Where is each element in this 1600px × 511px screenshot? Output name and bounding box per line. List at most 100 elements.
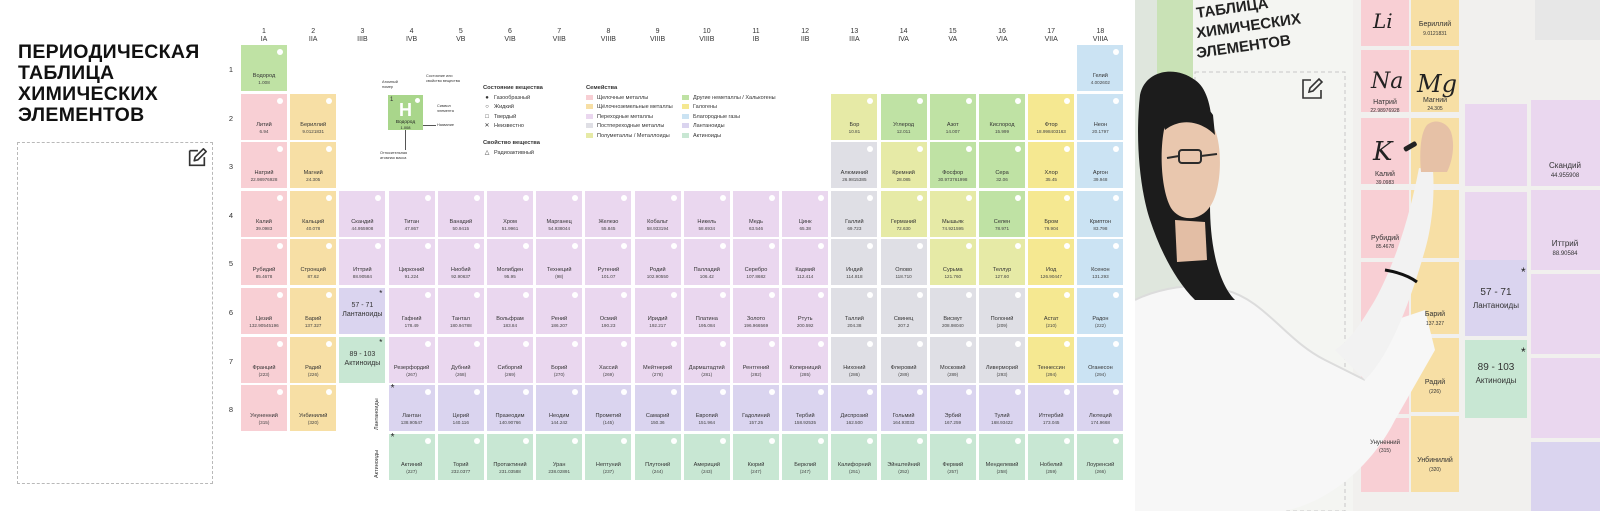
element-cell[interactable]: Унуненний (315) — [241, 385, 287, 432]
element-cell[interactable]: Уран 238.02891 — [536, 433, 583, 480]
element-cell[interactable]: Цезий 132.90545196 — [241, 288, 287, 334]
element-cell[interactable]: Кремний 28.085 — [880, 142, 927, 189]
element-cell[interactable]: Гелий 4.002602 — [1077, 45, 1124, 91]
element-cell[interactable]: Тулий 168.93422 — [979, 385, 1025, 432]
element-cell[interactable]: Осмий 190.23 — [585, 288, 632, 334]
element-cell[interactable]: Олово 118.710 — [880, 239, 927, 286]
element-cell[interactable]: Индий 114.818 — [831, 239, 878, 286]
element-cell[interactable]: Алюминий 26.9815385 — [831, 142, 878, 189]
element-cell[interactable]: Хлор 35.45 — [1028, 142, 1075, 189]
element-cell[interactable]: Берклий (247) — [782, 433, 829, 480]
element-cell[interactable]: Иттрий 88.90584 — [339, 239, 386, 286]
element-cell[interactable]: Ксенон 131.293 — [1077, 239, 1124, 286]
element-cell[interactable]: Цинк 65.38 — [782, 190, 829, 237]
element-cell[interactable]: Кадмий 112.414 — [782, 239, 829, 286]
element-cell[interactable]: Мышьяк 74.921595 — [929, 190, 976, 237]
element-cell[interactable]: Бор 10.81 — [831, 93, 878, 140]
element-cell[interactable]: Ливерморий (293) — [979, 336, 1025, 383]
element-cell[interactable]: Фтор 18.998403163 — [1028, 93, 1075, 140]
element-cell[interactable]: Иод 126.90447 — [1028, 239, 1075, 286]
element-cell[interactable]: Натрий 22.98976928 — [241, 142, 287, 189]
element-cell[interactable]: Нобелий (259) — [1028, 433, 1075, 480]
element-cell[interactable]: Кюрий (247) — [733, 433, 779, 480]
element-cell[interactable]: Эйнштейний (252) — [880, 433, 927, 480]
element-cell[interactable]: Рентгений (282) — [733, 336, 779, 383]
element-cell[interactable]: Германий 72.630 — [880, 190, 927, 237]
element-cell[interactable]: Криптон 83.798 — [1077, 190, 1124, 237]
element-cell[interactable]: Теннессин (294) — [1028, 336, 1075, 383]
element-cell[interactable]: Радон (222) — [1077, 288, 1124, 334]
element-cell[interactable]: Свинец 207.2 — [880, 288, 927, 334]
element-cell[interactable]: Гафний 178.49 — [388, 288, 435, 334]
element-cell[interactable]: Гадолиний 157.25 — [733, 385, 779, 432]
element-cell[interactable]: Фермий (257) — [929, 433, 976, 480]
element-cell[interactable]: Торий 232.0377 — [437, 433, 484, 480]
element-cell[interactable]: Рубидий 85.4678 — [241, 239, 287, 286]
element-cell[interactable]: Самарий 150.36 — [634, 385, 681, 432]
element-cell[interactable]: Резерфордий (267) — [388, 336, 435, 383]
element-cell[interactable]: Франций (223) — [241, 336, 287, 383]
element-cell[interactable]: Тербий 158.92535 — [782, 385, 829, 432]
element-cell[interactable]: Кислород 15.999 — [979, 93, 1025, 140]
element-cell[interactable]: Сиборгий (269) — [487, 336, 533, 383]
element-cell[interactable]: Ванадий 50.9415 — [437, 190, 484, 237]
element-cell[interactable]: Сера 32.06 — [979, 142, 1025, 189]
element-cell[interactable]: Скандий 44.955908 — [339, 190, 386, 237]
element-cell[interactable]: Рутений 101.07 — [585, 239, 632, 286]
element-cell[interactable]: Празеодим 140.90766 — [487, 385, 533, 432]
element-cell[interactable]: Барий 137.327 — [290, 288, 337, 334]
element-cell[interactable]: Галлий 69.723 — [831, 190, 878, 237]
element-cell[interactable]: Серебро 107.8682 — [733, 239, 779, 286]
element-cell[interactable]: Лантан 138.90547 * — [388, 383, 435, 432]
element-cell[interactable]: Мейтнерий (278) — [634, 336, 681, 383]
element-cell[interactable]: Фосфор 30.973761998 — [929, 142, 976, 189]
element-cell[interactable]: Иттербий 173.045 — [1028, 385, 1075, 432]
element-cell[interactable]: Неон 20.1797 — [1077, 93, 1124, 140]
element-cell[interactable]: Актиний (227) * — [388, 432, 435, 480]
element-cell[interactable]: Бром 79.904 — [1028, 190, 1075, 237]
element-cell[interactable]: Московий (289) — [929, 336, 976, 383]
element-cell[interactable]: Висмут 208.98040 — [929, 288, 976, 334]
element-cell[interactable]: Прометий (145) — [585, 385, 632, 432]
element-cell[interactable]: Протактиний 231.03588 — [487, 433, 533, 480]
element-cell[interactable]: Неодим 144.242 — [536, 385, 583, 432]
element-cell[interactable]: Плутоний (244) — [634, 433, 681, 480]
element-cell[interactable]: Азот 14.007 — [929, 93, 976, 140]
element-cell[interactable]: Железо 55.845 — [585, 190, 632, 237]
element-cell[interactable]: Хассий (269) — [585, 336, 632, 383]
element-cell[interactable]: Коперниций (285) — [782, 336, 829, 383]
element-cell[interactable]: Родий 102.90550 — [634, 239, 681, 286]
element-cell[interactable]: Дармштадтий (281) — [683, 336, 730, 383]
element-cell[interactable]: Калий 39.0983 — [241, 190, 287, 237]
element-cell[interactable]: Медь 63.546 — [733, 190, 779, 237]
series-placeholder-cell[interactable]: * 57 - 71 Лантаноиды — [339, 288, 386, 334]
element-cell[interactable]: Вольфрам 183.84 — [487, 288, 533, 334]
element-cell[interactable]: Кальций 40.078 — [290, 190, 337, 237]
element-cell[interactable]: Америций (243) — [683, 433, 730, 480]
element-cell[interactable]: Дубний (268) — [437, 336, 484, 383]
element-cell[interactable]: Гольмий 164.93033 — [880, 385, 927, 432]
element-cell[interactable]: Полоний (209) — [979, 288, 1025, 334]
element-cell[interactable]: Лютеций 174.9668 — [1077, 385, 1124, 432]
element-cell[interactable]: Магний 24.305 — [290, 142, 337, 189]
element-cell[interactable]: Хром 51.9961 — [487, 190, 533, 237]
element-cell[interactable]: Тантал 180.94788 — [437, 288, 484, 334]
element-cell[interactable]: Иридий 192.217 — [634, 288, 681, 334]
element-cell[interactable]: Таллий 204.38 — [831, 288, 878, 334]
element-cell[interactable]: Платина 195.084 — [683, 288, 730, 334]
element-cell[interactable]: Цирконий 91.224 — [388, 239, 435, 286]
element-cell[interactable]: Аргон 39.948 — [1077, 142, 1124, 189]
element-cell[interactable]: Церий 140.116 — [437, 385, 484, 432]
element-cell[interactable]: Диспрозий 162.500 — [831, 385, 878, 432]
series-placeholder-cell[interactable]: * 89 - 103 Актиноиды — [339, 336, 386, 383]
element-cell[interactable]: Флеровий (289) — [880, 336, 927, 383]
element-cell[interactable]: Марганец 54.938044 — [536, 190, 583, 237]
element-cell[interactable]: Радий (226) — [290, 336, 337, 383]
element-cell[interactable]: Палладий 106.42 — [683, 239, 730, 286]
element-cell[interactable]: Бериллий 9.0121831 — [290, 93, 337, 140]
element-cell[interactable]: Стронций 87.62 — [290, 239, 337, 286]
element-cell[interactable]: Лоуренсий (266) — [1077, 433, 1124, 480]
element-cell[interactable]: Никель 58.6934 — [683, 190, 730, 237]
element-cell[interactable]: Сурьма 121.760 — [929, 239, 976, 286]
notes-area[interactable] — [17, 142, 213, 484]
